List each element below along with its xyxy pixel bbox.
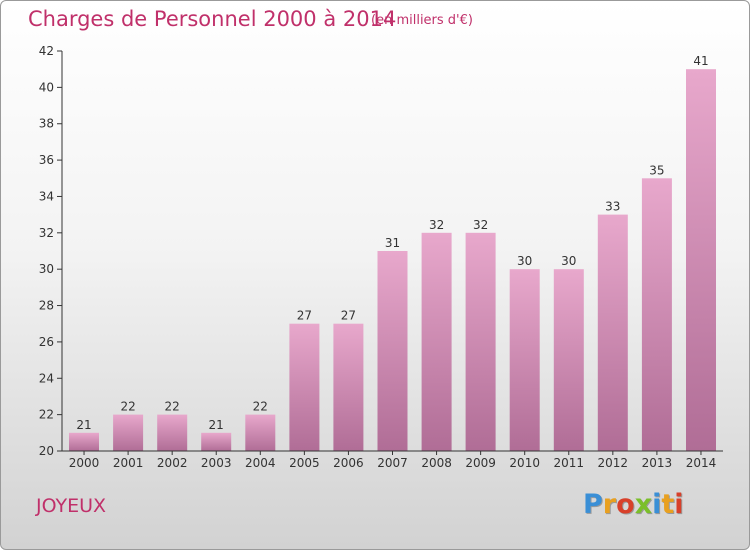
data-label-2002: 22 bbox=[165, 400, 180, 414]
x-tick-label-2004: 2004 bbox=[245, 456, 276, 470]
y-tick-label-42: 42 bbox=[39, 44, 54, 58]
data-label-2007: 31 bbox=[385, 236, 400, 250]
bar-2012 bbox=[597, 214, 628, 451]
y-tick-label-30: 30 bbox=[39, 262, 54, 276]
x-tick-label-2013: 2013 bbox=[642, 456, 673, 470]
y-tick-label-34: 34 bbox=[39, 190, 54, 204]
bar-2014 bbox=[686, 69, 716, 451]
chart-subtitle: (en milliers d'€) bbox=[371, 13, 473, 28]
x-tick-label-2001: 2001 bbox=[113, 456, 144, 470]
logo-letter: x bbox=[634, 489, 653, 520]
bar-2006 bbox=[333, 323, 364, 451]
data-label-2005: 27 bbox=[297, 309, 312, 323]
bar-2004 bbox=[245, 414, 276, 451]
x-tick-label-2009: 2009 bbox=[465, 456, 496, 470]
bar-2009 bbox=[465, 232, 496, 451]
y-tick-label-20: 20 bbox=[39, 444, 54, 458]
data-label-2011: 30 bbox=[561, 254, 576, 268]
logo-letter: r bbox=[602, 489, 617, 520]
y-tick-label-22: 22 bbox=[39, 408, 54, 422]
x-tick-label-2010: 2010 bbox=[509, 456, 540, 470]
data-label-2013: 35 bbox=[649, 163, 664, 177]
x-tick-label-2007: 2007 bbox=[377, 456, 408, 470]
bar-2000 bbox=[69, 432, 99, 451]
bar-2010 bbox=[509, 269, 540, 451]
logo-letter: t bbox=[661, 489, 675, 520]
bar-2002 bbox=[157, 414, 188, 451]
y-tick-label-36: 36 bbox=[39, 153, 54, 167]
y-tick-label-40: 40 bbox=[39, 80, 54, 94]
town-name: JOYEUX bbox=[36, 495, 107, 517]
data-label-2003: 21 bbox=[209, 418, 224, 432]
axes-group: 2000 2001 2002 2003 2004 2005 2006 2007 2008 2009… bbox=[39, 44, 723, 470]
x-tick-label-2011: 2011 bbox=[554, 456, 585, 470]
data-label-2008: 32 bbox=[429, 218, 444, 232]
bar-2008 bbox=[421, 232, 452, 451]
x-tick-label-2006: 2006 bbox=[333, 456, 364, 470]
proxiti-logo[interactable]: Proxiti bbox=[583, 489, 684, 520]
x-tick-label-2005: 2005 bbox=[289, 456, 320, 470]
x-tick-label-2008: 2008 bbox=[421, 456, 452, 470]
bar-2003 bbox=[201, 432, 232, 451]
data-label-2004: 22 bbox=[253, 400, 268, 414]
logo-letter: i bbox=[674, 489, 684, 520]
bar-2001 bbox=[113, 414, 144, 451]
y-tick-label-24: 24 bbox=[39, 371, 54, 385]
x-tick-label-2003: 2003 bbox=[201, 456, 232, 470]
x-tick-label-2002: 2002 bbox=[157, 456, 188, 470]
y-tick-label-32: 32 bbox=[39, 226, 54, 240]
y-tick-label-26: 26 bbox=[39, 335, 54, 349]
data-label-2009: 32 bbox=[473, 218, 488, 232]
bar-2011 bbox=[553, 269, 584, 451]
logo-letter: P bbox=[583, 489, 603, 520]
bar-2005 bbox=[289, 323, 320, 451]
data-label-2000: 21 bbox=[76, 418, 91, 432]
data-label-2006: 27 bbox=[341, 309, 356, 323]
x-tick-label-2012: 2012 bbox=[598, 456, 629, 470]
data-label-2010: 30 bbox=[517, 254, 532, 268]
chart-title: Charges de Personnel 2000 à 2014 bbox=[28, 7, 397, 31]
data-label-2001: 22 bbox=[120, 400, 135, 414]
y-tick-label-28: 28 bbox=[39, 299, 54, 313]
y-tick-label-38: 38 bbox=[39, 117, 54, 131]
data-label-2014: 41 bbox=[693, 54, 708, 68]
logo-letter: o bbox=[616, 489, 635, 520]
data-label-2012: 33 bbox=[605, 200, 620, 214]
x-tick-label-2014: 2014 bbox=[686, 456, 717, 470]
bars-group: 21 22 22 21 22 27 27 31 32 32 30 30 33 35 41 bbox=[69, 54, 716, 452]
x-tick-label-2000: 2000 bbox=[69, 456, 100, 470]
bar-2013 bbox=[641, 178, 672, 452]
bar-2007 bbox=[377, 251, 408, 451]
logo-letter: i bbox=[652, 489, 662, 520]
